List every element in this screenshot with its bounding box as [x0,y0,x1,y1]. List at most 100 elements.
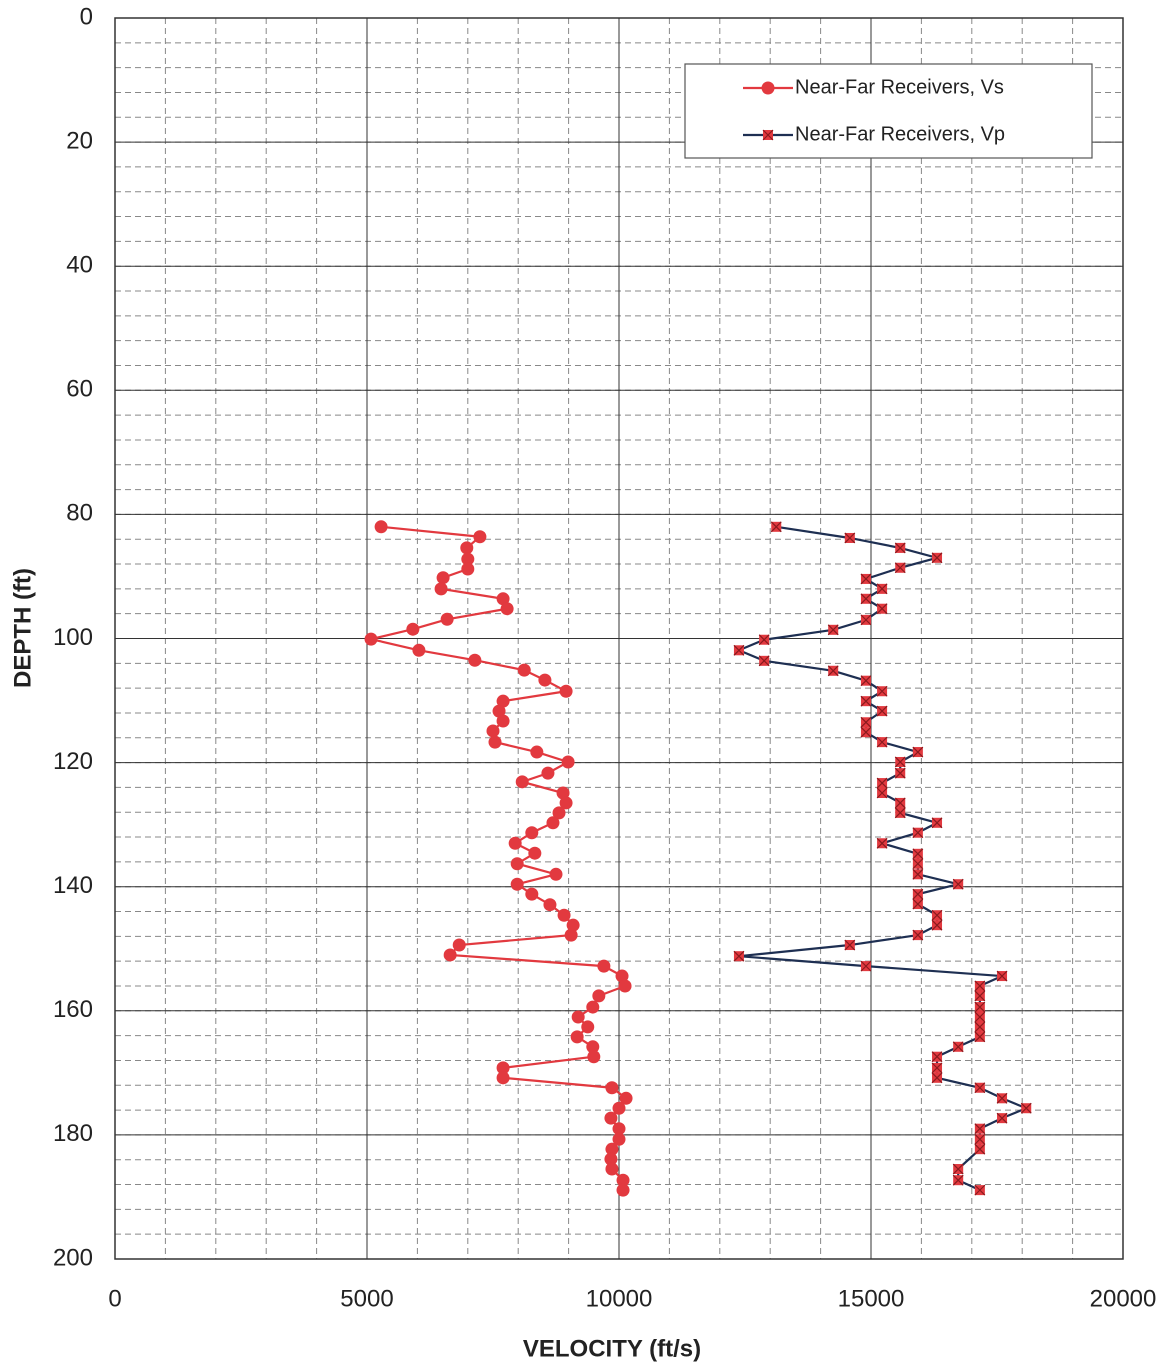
data-point [508,836,522,850]
marker-cross [860,695,872,707]
data-point [586,1040,600,1054]
data-point [543,898,557,912]
data-point [876,736,888,748]
data-point [619,1091,633,1105]
data-point [894,767,906,779]
data-point [912,898,924,910]
data-point [473,530,487,544]
plot-frame [114,17,1124,1260]
marker-cross [827,665,839,677]
data-point [525,887,539,901]
data-point [612,1101,626,1115]
data-point [876,787,888,799]
data-point [860,726,872,738]
data-point [894,756,906,768]
data-point [597,959,611,973]
data-point [974,1143,986,1155]
marker-cross [974,1123,986,1135]
data-point [552,806,566,820]
data-point [844,939,856,951]
marker-cross [952,1163,964,1175]
marker-cross [762,129,774,141]
marker-cross [931,552,943,564]
marker-cross [974,980,986,992]
data-point [912,858,924,870]
marker-cross [876,736,888,748]
data-point [860,716,872,728]
data-point [931,1062,943,1074]
legend: Near-Far Receivers, Vs Near-Far Receivers… [684,63,1093,159]
legend-box [684,63,1093,159]
marker-cross [860,960,872,972]
data-point [460,541,474,555]
data-point [561,755,575,769]
data-point [496,694,510,708]
marker-cross [952,878,964,890]
data-point [844,532,856,544]
data-point [525,826,539,840]
data-point [468,653,482,667]
data-point [876,583,888,595]
data-point [996,1092,1008,1104]
data-point [434,582,448,596]
marker-cross [894,767,906,779]
marker-cross [912,746,924,758]
x-tick-label: 5000 [340,1285,393,1312]
y-tick-label: 20 [66,127,93,154]
data-point [860,960,872,972]
data-point [406,622,420,636]
marker-cross [860,675,872,687]
data-point [510,857,524,871]
data-point [974,1133,986,1145]
marker-cross [894,562,906,574]
data-point [974,1082,986,1094]
data-point [586,1000,600,1014]
x-tick-label: 10000 [586,1285,653,1312]
marker-cross [912,858,924,870]
marker-cross [876,837,888,849]
data-point [510,877,524,891]
marker-cross [974,1021,986,1033]
data-point [605,1162,619,1176]
marker-cross [952,1174,964,1186]
data-point [374,520,388,534]
data-point [496,1071,510,1085]
data-point [860,695,872,707]
data-point [733,644,745,656]
marker-cross [894,807,906,819]
data-point [412,643,426,657]
marker-cross [952,1041,964,1053]
marker-cross [733,644,745,656]
data-point [931,1051,943,1063]
marker-cross [931,1072,943,1084]
marker-cross [894,542,906,554]
data-point [894,807,906,819]
y-tick-label: 60 [66,376,93,403]
data-point [549,867,563,881]
data-point [952,1041,964,1053]
data-point [581,1020,595,1034]
marker-cross [827,624,839,636]
marker-cross [912,827,924,839]
data-point [931,1072,943,1084]
data-point [557,908,571,922]
marker-cross [912,848,924,860]
data-point [912,888,924,900]
data-point [996,1112,1008,1124]
data-point [912,929,924,941]
marker-cross [860,614,872,626]
data-point [364,632,378,646]
data-point [876,603,888,615]
y-tick-label: 140 [53,872,93,899]
data-point [528,846,542,860]
data-point [974,1021,986,1033]
data-point [605,1142,619,1156]
data-point [860,573,872,585]
marker-cross [974,1082,986,1094]
y-tick-label: 80 [66,500,93,527]
marker-cross [974,990,986,1002]
data-point [952,878,964,890]
y-tick-label: 0 [80,3,93,30]
